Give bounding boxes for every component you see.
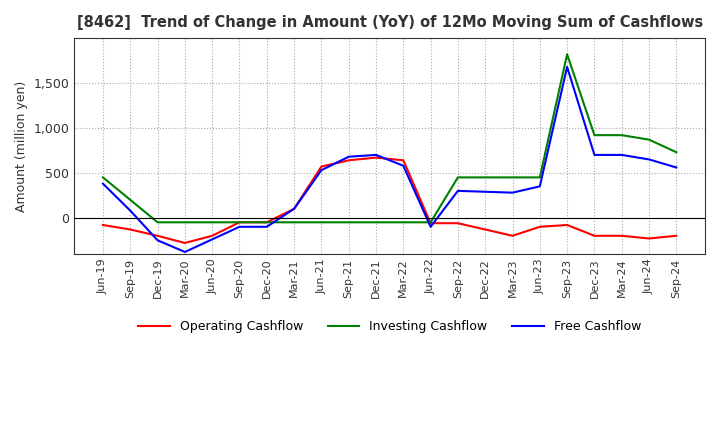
Investing Cashflow (153, 220, 162, 225)
Investing Cashflow (235, 220, 244, 225)
Free Cashflow (99, 181, 107, 186)
Free Cashflow (481, 189, 490, 194)
Operating Cashflow (344, 158, 353, 163)
Operating Cashflow (618, 233, 626, 238)
Title: [8462]  Trend of Change in Amount (YoY) of 12Mo Moving Sum of Cashflows: [8462] Trend of Change in Amount (YoY) o… (76, 15, 703, 30)
Free Cashflow (508, 190, 517, 195)
Investing Cashflow (344, 220, 353, 225)
Investing Cashflow (208, 220, 217, 225)
Free Cashflow (618, 152, 626, 158)
Investing Cashflow (563, 51, 572, 57)
Operating Cashflow (317, 164, 325, 169)
Operating Cashflow (99, 222, 107, 227)
Y-axis label: Amount (million yen): Amount (million yen) (15, 81, 28, 212)
Free Cashflow (644, 157, 653, 162)
Operating Cashflow (289, 206, 298, 212)
Free Cashflow (454, 188, 462, 194)
Operating Cashflow (153, 233, 162, 238)
Investing Cashflow (590, 132, 599, 138)
Operating Cashflow (563, 222, 572, 227)
Investing Cashflow (99, 175, 107, 180)
Investing Cashflow (536, 175, 544, 180)
Investing Cashflow (263, 220, 271, 225)
Operating Cashflow (672, 233, 680, 238)
Free Cashflow (235, 224, 244, 229)
Investing Cashflow (126, 197, 135, 202)
Free Cashflow (563, 64, 572, 70)
Line: Investing Cashflow: Investing Cashflow (103, 54, 676, 222)
Operating Cashflow (181, 240, 189, 246)
Free Cashflow (263, 224, 271, 229)
Free Cashflow (344, 154, 353, 159)
Operating Cashflow (454, 220, 462, 226)
Investing Cashflow (399, 220, 408, 225)
Legend: Operating Cashflow, Investing Cashflow, Free Cashflow: Operating Cashflow, Investing Cashflow, … (133, 315, 646, 338)
Free Cashflow (590, 152, 599, 158)
Free Cashflow (126, 208, 135, 213)
Investing Cashflow (508, 175, 517, 180)
Free Cashflow (672, 165, 680, 170)
Investing Cashflow (181, 220, 189, 225)
Investing Cashflow (317, 220, 325, 225)
Free Cashflow (289, 206, 298, 212)
Free Cashflow (208, 237, 217, 242)
Operating Cashflow (590, 233, 599, 238)
Operating Cashflow (263, 220, 271, 225)
Free Cashflow (153, 238, 162, 243)
Operating Cashflow (208, 233, 217, 238)
Investing Cashflow (672, 150, 680, 155)
Investing Cashflow (644, 137, 653, 142)
Free Cashflow (181, 249, 189, 255)
Investing Cashflow (426, 220, 435, 225)
Operating Cashflow (508, 233, 517, 238)
Operating Cashflow (536, 224, 544, 229)
Operating Cashflow (399, 158, 408, 163)
Investing Cashflow (481, 175, 490, 180)
Free Cashflow (536, 184, 544, 189)
Investing Cashflow (372, 220, 380, 225)
Free Cashflow (372, 152, 380, 158)
Investing Cashflow (289, 220, 298, 225)
Free Cashflow (426, 224, 435, 229)
Operating Cashflow (372, 155, 380, 160)
Operating Cashflow (481, 227, 490, 232)
Operating Cashflow (426, 220, 435, 226)
Investing Cashflow (454, 175, 462, 180)
Free Cashflow (399, 163, 408, 169)
Line: Free Cashflow: Free Cashflow (103, 67, 676, 252)
Operating Cashflow (126, 227, 135, 232)
Investing Cashflow (618, 132, 626, 138)
Free Cashflow (317, 168, 325, 173)
Operating Cashflow (235, 220, 244, 225)
Line: Operating Cashflow: Operating Cashflow (103, 158, 676, 243)
Operating Cashflow (644, 236, 653, 241)
